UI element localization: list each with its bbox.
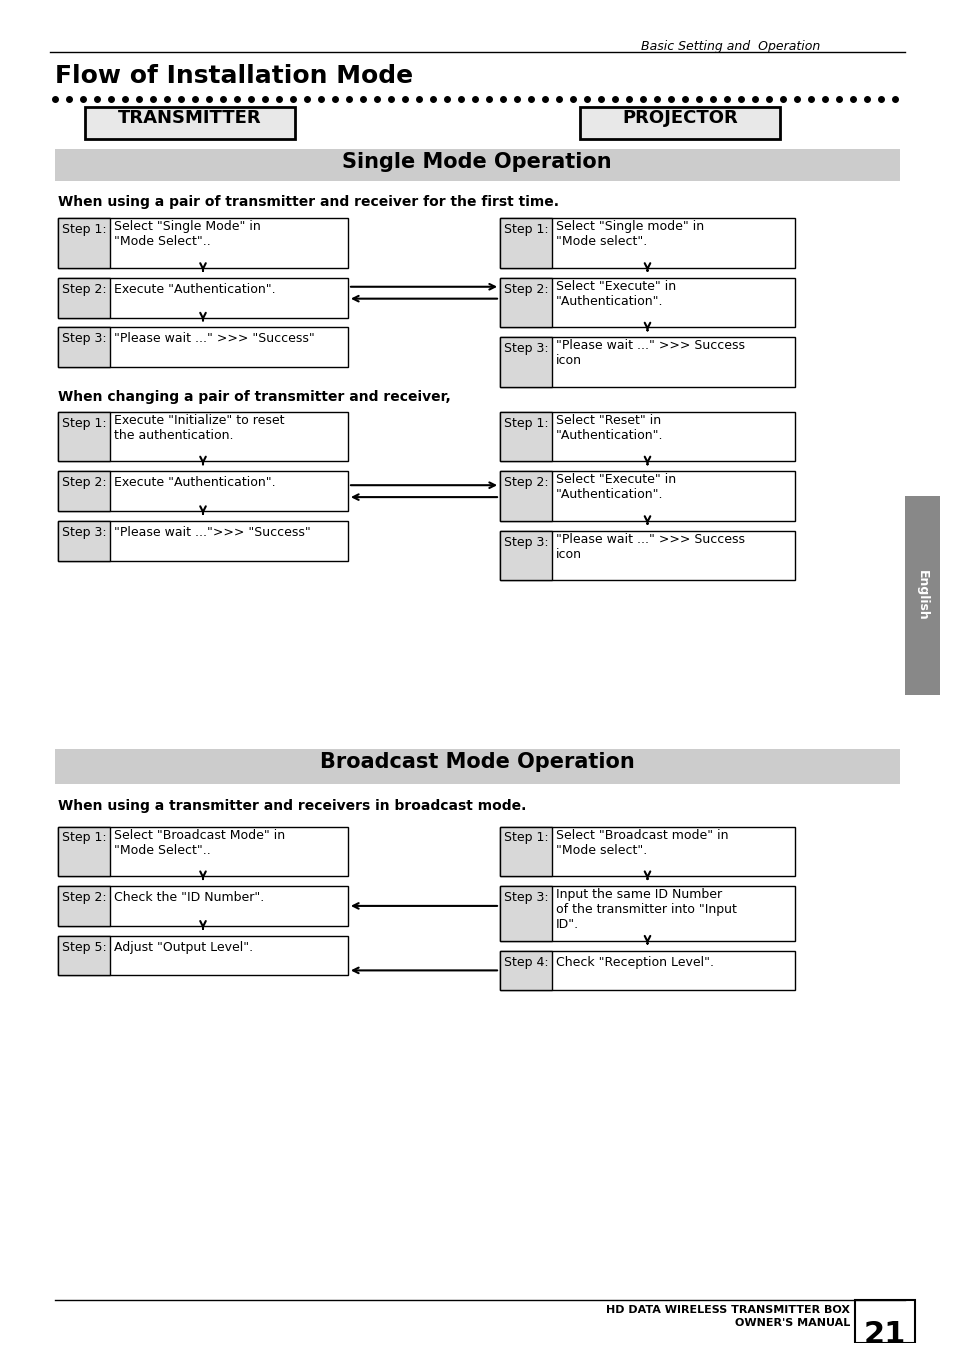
- Text: HD DATA WIRELESS TRANSMITTER BOX: HD DATA WIRELESS TRANSMITTER BOX: [605, 1305, 849, 1315]
- Text: When changing a pair of transmitter and receiver,: When changing a pair of transmitter and …: [58, 390, 450, 403]
- Bar: [58, 936, 348, 975]
- Bar: [499, 471, 552, 521]
- Text: Select "Broadcast mode" in
"Mode select".: Select "Broadcast mode" in "Mode select"…: [556, 829, 728, 857]
- Bar: [499, 531, 794, 581]
- Bar: [904, 496, 939, 695]
- Text: Select "Execute" in
"Authentication".: Select "Execute" in "Authentication".: [556, 474, 676, 501]
- Text: Select "Single mode" in
"Mode select".: Select "Single mode" in "Mode select".: [556, 221, 703, 248]
- Text: Broadcast Mode Operation: Broadcast Mode Operation: [319, 751, 634, 772]
- Text: Execute "Initialize" to reset
the authentication.: Execute "Initialize" to reset the authen…: [113, 414, 284, 441]
- Bar: [58, 328, 110, 367]
- Text: Select "Single Mode" in
"Mode Select"..: Select "Single Mode" in "Mode Select"..: [113, 221, 260, 248]
- Bar: [58, 471, 348, 510]
- Text: Step 3:: Step 3:: [62, 525, 106, 539]
- Bar: [499, 531, 552, 581]
- Text: Step 1:: Step 1:: [62, 831, 106, 845]
- Text: Step 1:: Step 1:: [62, 417, 106, 429]
- Text: "Please wait ..." >>> Success
icon: "Please wait ..." >>> Success icon: [556, 533, 744, 561]
- Bar: [854, 1300, 914, 1343]
- Bar: [499, 826, 552, 876]
- Text: "Please wait ..." >>> "Success": "Please wait ..." >>> "Success": [113, 332, 314, 345]
- Bar: [499, 886, 552, 941]
- Text: Step 2:: Step 2:: [62, 283, 106, 295]
- Bar: [499, 951, 552, 990]
- Bar: [58, 412, 110, 462]
- Bar: [499, 337, 794, 387]
- Text: Step 3:: Step 3:: [62, 332, 106, 345]
- Bar: [58, 218, 110, 268]
- Text: Check "Reception Level".: Check "Reception Level".: [556, 956, 713, 968]
- Bar: [499, 826, 794, 876]
- Bar: [499, 218, 552, 268]
- Bar: [58, 826, 348, 876]
- Text: Step 2:: Step 2:: [62, 891, 106, 904]
- Text: When using a transmitter and receivers in broadcast mode.: When using a transmitter and receivers i…: [58, 799, 526, 812]
- Bar: [579, 107, 780, 139]
- Text: Step 4:: Step 4:: [503, 956, 548, 968]
- Text: Check the "ID Number".: Check the "ID Number".: [113, 891, 264, 904]
- Text: Step 3:: Step 3:: [503, 536, 548, 548]
- Bar: [58, 328, 348, 367]
- Text: Select "Execute" in
"Authentication".: Select "Execute" in "Authentication".: [556, 280, 676, 307]
- Text: Step 1:: Step 1:: [503, 417, 548, 429]
- Text: Step 1:: Step 1:: [503, 831, 548, 845]
- Text: Single Mode Operation: Single Mode Operation: [342, 152, 611, 172]
- Bar: [58, 521, 348, 561]
- Bar: [499, 886, 794, 941]
- Text: Input the same ID Number
of the transmitter into "Input
ID".: Input the same ID Number of the transmit…: [556, 888, 736, 932]
- Bar: [58, 278, 348, 318]
- Text: Basic Setting and  Operation: Basic Setting and Operation: [640, 39, 820, 53]
- Text: Step 2:: Step 2:: [503, 477, 548, 489]
- Bar: [499, 218, 794, 268]
- Bar: [58, 886, 110, 926]
- Text: OWNER'S MANUAL: OWNER'S MANUAL: [734, 1317, 849, 1328]
- Bar: [55, 749, 899, 784]
- Text: Step 1:: Step 1:: [503, 223, 548, 236]
- Bar: [55, 149, 899, 180]
- Text: "Please wait ...">>> "Success": "Please wait ...">>> "Success": [113, 525, 311, 539]
- Bar: [58, 412, 348, 462]
- Bar: [85, 107, 294, 139]
- Bar: [58, 278, 110, 318]
- Text: Step 2:: Step 2:: [503, 283, 548, 295]
- Text: Step 5:: Step 5:: [62, 941, 107, 953]
- Bar: [499, 412, 552, 462]
- Bar: [499, 337, 552, 387]
- Bar: [58, 826, 110, 876]
- Text: TRANSMITTER: TRANSMITTER: [118, 110, 261, 127]
- Bar: [499, 278, 794, 328]
- Bar: [499, 412, 794, 462]
- Bar: [499, 471, 794, 521]
- Text: PROJECTOR: PROJECTOR: [621, 110, 737, 127]
- Text: Flow of Installation Mode: Flow of Installation Mode: [55, 65, 413, 88]
- Text: Step 3:: Step 3:: [503, 891, 548, 904]
- Text: 21: 21: [862, 1320, 905, 1349]
- Bar: [58, 521, 110, 561]
- Text: Execute "Authentication".: Execute "Authentication".: [113, 283, 275, 295]
- Text: English: English: [915, 570, 927, 620]
- Text: Select "Reset" in
"Authentication".: Select "Reset" in "Authentication".: [556, 414, 662, 441]
- Bar: [58, 218, 348, 268]
- Text: Step 1:: Step 1:: [62, 223, 106, 236]
- Bar: [499, 951, 794, 990]
- Bar: [58, 886, 348, 926]
- Bar: [499, 278, 552, 328]
- Bar: [58, 936, 110, 975]
- Text: When using a pair of transmitter and receiver for the first time.: When using a pair of transmitter and rec…: [58, 195, 558, 210]
- Text: "Please wait ..." >>> Success
icon: "Please wait ..." >>> Success icon: [556, 340, 744, 367]
- Bar: [58, 471, 110, 510]
- Text: Select "Broadcast Mode" in
"Mode Select"..: Select "Broadcast Mode" in "Mode Select"…: [113, 829, 285, 857]
- Text: Execute "Authentication".: Execute "Authentication".: [113, 477, 275, 489]
- Text: Adjust "Output Level".: Adjust "Output Level".: [113, 941, 253, 953]
- Text: Step 2:: Step 2:: [62, 477, 106, 489]
- Text: Step 3:: Step 3:: [503, 343, 548, 355]
